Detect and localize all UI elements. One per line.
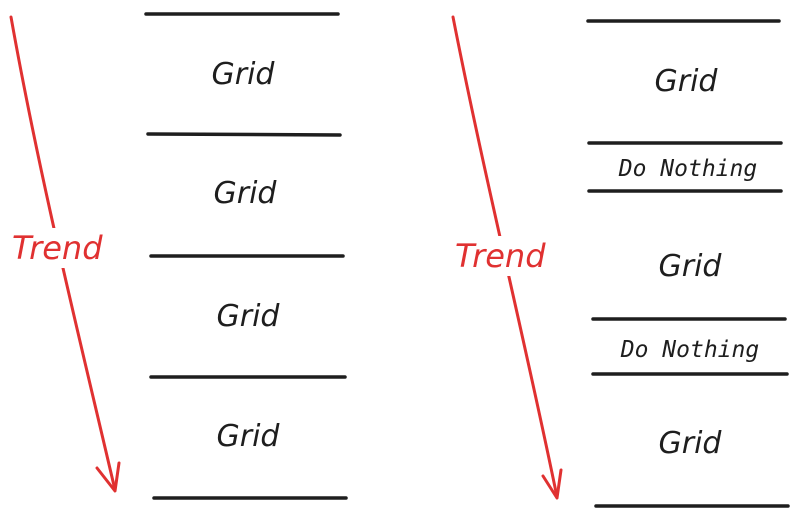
left-section-2-label: Grid bbox=[214, 176, 278, 211]
left-diagram: Trend Grid Grid Grid Grid bbox=[8, 12, 348, 500]
right-trend-label-bg bbox=[452, 236, 558, 276]
right-section-5-label: Grid bbox=[659, 426, 723, 461]
right-section-3-label: Grid bbox=[659, 249, 723, 284]
left-section-4-label: Grid bbox=[217, 419, 281, 454]
right-diagram: Trend Grid Do Nothing Grid Do Nothing Gr… bbox=[451, 15, 790, 508]
left-section-1-label: Grid bbox=[212, 57, 276, 92]
left-divider-2 bbox=[146, 132, 342, 137]
left-section-3-label: Grid bbox=[217, 299, 281, 334]
right-trend-arrow-head bbox=[541, 468, 563, 500]
right-section-4-label: Do Nothing bbox=[620, 337, 759, 363]
right-section-1-label: Grid bbox=[655, 64, 719, 99]
right-trend-label: Trend bbox=[455, 237, 546, 275]
left-trend-label-bg bbox=[8, 228, 114, 268]
right-section-2-label: Do Nothing bbox=[618, 156, 757, 182]
left-trend-arrow-head bbox=[95, 461, 121, 493]
left-trend-label: Trend bbox=[12, 229, 103, 267]
